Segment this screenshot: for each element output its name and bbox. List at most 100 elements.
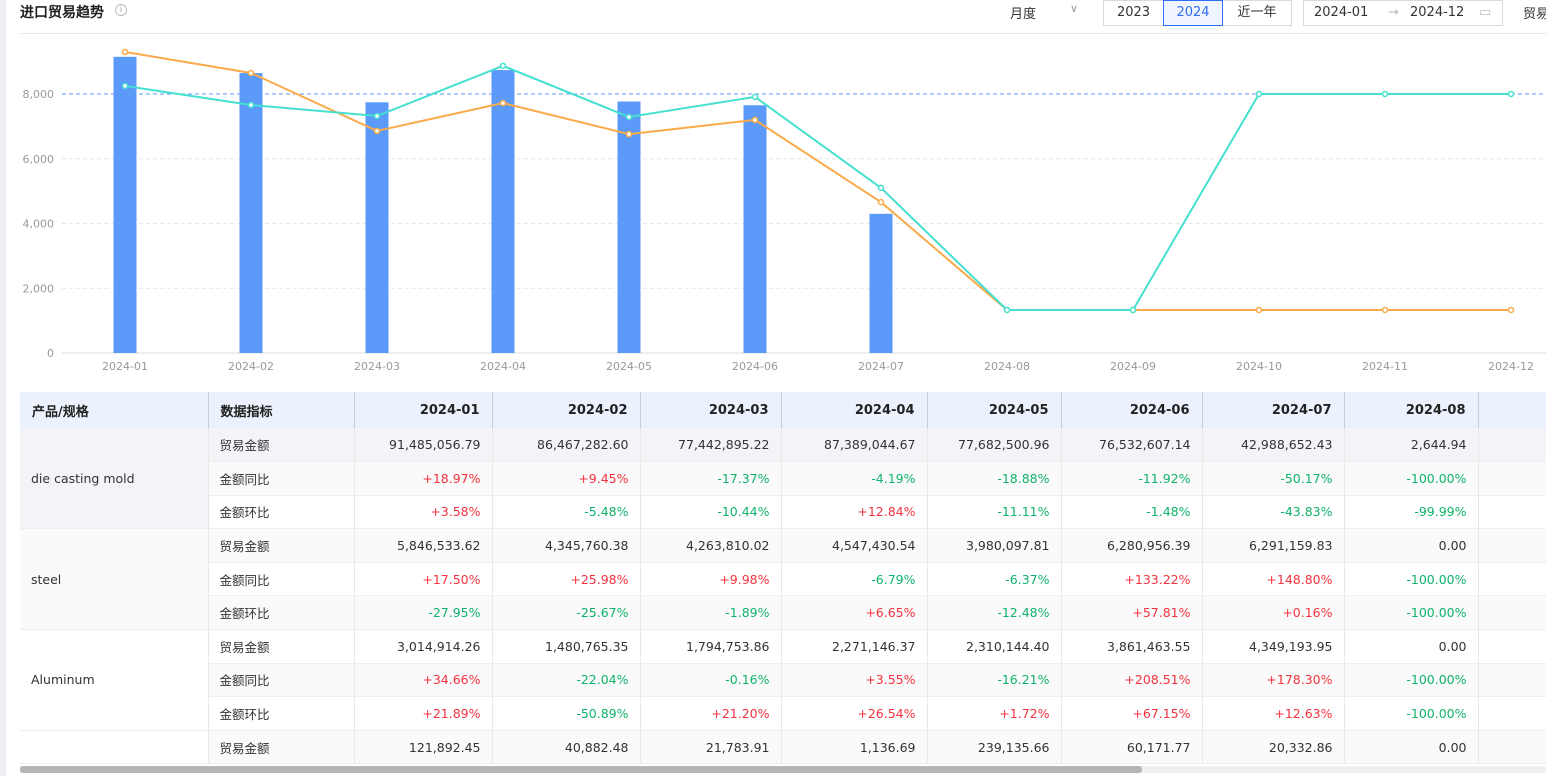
value-cell: 76,532,607.14 <box>1061 428 1203 463</box>
y-tick-label: 4,000 <box>23 218 55 231</box>
column-header: 2024-07 <box>1202 392 1345 428</box>
period-select[interactable]: 月度 ∨ <box>1010 2 1078 22</box>
bar <box>365 102 389 354</box>
value-cell: +57.81% <box>1061 595 1203 631</box>
year-button-2024[interactable]: 2024 <box>1163 0 1223 26</box>
value-cell: 4,547,430.54 <box>781 528 928 563</box>
value-cell: 21,783.91 <box>640 730 782 765</box>
value-cell: +3.55% <box>781 663 928 698</box>
value-cell: 2,271,146.37 <box>781 629 928 664</box>
bar <box>491 70 515 353</box>
range-start[interactable]: 2024-01 <box>1314 5 1369 20</box>
year-button-last-year[interactable]: 近一年 <box>1222 0 1292 26</box>
x-tick-label: 2024-08 <box>984 360 1030 373</box>
value-cell-overflow <box>1478 461 1546 496</box>
metric-cell: 金额同比 <box>208 663 355 698</box>
range-separator: → <box>1388 5 1399 20</box>
line-point-cyan <box>1255 90 1263 98</box>
value-cell: -12.48% <box>927 595 1062 631</box>
bar <box>617 101 641 353</box>
value-cell: 6,291,159.83 <box>1202 528 1345 563</box>
x-tick-label: 2024-09 <box>1110 360 1156 373</box>
value-cell: 0.00 <box>1344 629 1479 664</box>
line-point-orange <box>1255 306 1263 314</box>
value-cell: 86,467,282.60 <box>492 428 641 463</box>
value-cell: +9.98% <box>640 562 782 597</box>
value-cell: -17.37% <box>640 461 782 496</box>
chart-header: 进口贸易趋势 i 月度 ∨ 2023 2024 近一年 2024-01 → 202… <box>20 0 1546 34</box>
page-edge <box>0 0 6 776</box>
value-cell: -27.95% <box>354 595 493 631</box>
range-end[interactable]: 2024-12 <box>1410 5 1465 20</box>
column-header: 2024-02 <box>492 392 641 428</box>
value-cell: +0.16% <box>1202 595 1345 631</box>
value-cell: -50.89% <box>492 696 641 731</box>
chevron-down-icon: ∨ <box>1070 2 1079 15</box>
line-point-cyan <box>121 82 129 90</box>
value-cell: 4,263,810.02 <box>640 528 782 563</box>
metric-cell: 贸易金额 <box>208 528 355 563</box>
date-range-picker[interactable]: 2024-01 → 2024-12 ▭ <box>1303 0 1503 26</box>
x-tick-label: 2024-10 <box>1236 360 1282 373</box>
y-tick-label: 2,000 <box>23 282 55 295</box>
metric-cell: 贸易金额 <box>208 428 355 463</box>
x-tick-label: 2024-06 <box>732 360 778 373</box>
value-cell: 2,310,144.40 <box>927 629 1062 664</box>
column-header: 2024-06 <box>1061 392 1203 428</box>
value-cell: +208.51% <box>1061 663 1203 698</box>
y-tick-label: 8,000 <box>23 88 55 101</box>
value-cell: 20,332.86 <box>1202 730 1345 765</box>
metric-cell: 金额环比 <box>208 595 355 631</box>
value-cell: 3,980,097.81 <box>927 528 1062 563</box>
horizontal-scrollbar[interactable] <box>20 766 1546 773</box>
trade-filter-label[interactable]: 贸易 <box>1523 7 1546 22</box>
value-cell-overflow <box>1478 495 1546 530</box>
line-series-orange <box>124 50 1511 311</box>
bar <box>239 73 263 353</box>
line-point-orange <box>121 48 129 56</box>
bar <box>743 105 767 353</box>
line-point-orange <box>751 116 759 124</box>
value-cell: 42,988,652.43 <box>1202 428 1345 463</box>
line-point-cyan <box>499 62 507 70</box>
value-cell: +17.50% <box>354 562 493 597</box>
value-cell: +21.89% <box>354 696 493 731</box>
line-point-orange <box>247 69 255 77</box>
value-cell: +12.63% <box>1202 696 1345 731</box>
value-cell: +148.80% <box>1202 562 1345 597</box>
value-cell-overflow <box>1478 595 1546 631</box>
x-tick-label: 2024-01 <box>102 360 148 373</box>
value-cell: +26.54% <box>781 696 928 731</box>
line-point-orange <box>877 198 885 206</box>
scrollbar-thumb[interactable] <box>20 766 1142 773</box>
line-point-orange <box>1507 306 1515 314</box>
value-cell-overflow <box>1478 562 1546 597</box>
value-cell: 60,171.77 <box>1061 730 1203 765</box>
value-cell: +18.97% <box>354 461 493 496</box>
value-cell: 1,794,753.86 <box>640 629 782 664</box>
line-point-orange <box>625 130 633 138</box>
value-cell: +34.66% <box>354 663 493 698</box>
x-tick-label: 2024-03 <box>354 360 400 373</box>
calendar-icon: ▭ <box>1479 5 1492 20</box>
value-cell: 239,135.66 <box>927 730 1062 765</box>
value-cell-overflow <box>1478 663 1546 698</box>
x-tick-label: 2024-07 <box>858 360 904 373</box>
value-cell: -100.00% <box>1344 461 1479 496</box>
x-tick-label: 2024-05 <box>606 360 652 373</box>
value-cell: -6.37% <box>927 562 1062 597</box>
value-cell: -0.16% <box>640 663 782 698</box>
line-point-cyan <box>1381 90 1389 98</box>
table-row: die casting mold 贸易金额 91,485,056.79 86,467,… <box>20 428 1546 530</box>
line-point-cyan <box>1507 90 1515 98</box>
value-cell: -50.17% <box>1202 461 1345 496</box>
page-title: 进口贸易趋势 <box>20 5 104 21</box>
product-cell: die casting mold <box>20 428 209 530</box>
info-circle-icon[interactable]: i <box>115 4 127 16</box>
year-button-2023[interactable]: 2023 <box>1103 0 1164 26</box>
table-row: 金额环比 +3.58% -5.48% -10.44% +12.84% -11.11% -1.… <box>20 495 1546 530</box>
trend-chart: 0 2,000 4,000 6,000 8,000 2024-01 2024-02 2024-… <box>23 48 1546 373</box>
value-cell: -22.04% <box>492 663 641 698</box>
value-cell-overflow <box>1478 696 1546 731</box>
value-cell: 1,136.69 <box>781 730 928 765</box>
